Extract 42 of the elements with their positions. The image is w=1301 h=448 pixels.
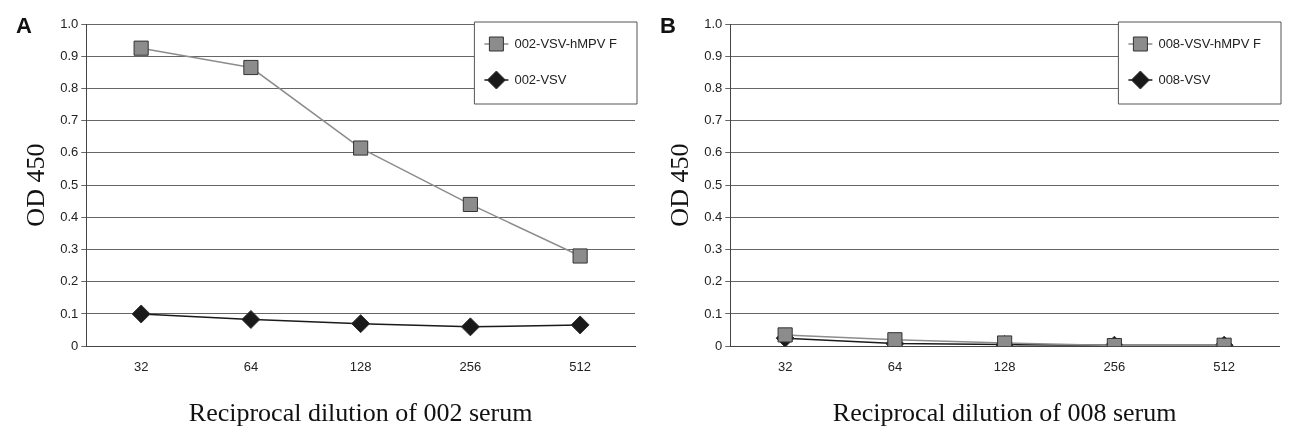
y-tick-label: 0.7 xyxy=(704,112,723,128)
y-tick-label: 0.8 xyxy=(704,80,723,96)
x-tick-label: 256 xyxy=(459,358,482,374)
y-tick-label: 0.6 xyxy=(704,144,723,160)
x-tick-label: 128 xyxy=(349,358,372,374)
y-axis-title: OD 450 xyxy=(21,143,51,227)
y-tick-label: 0.9 xyxy=(60,47,79,63)
y-tick-label: 1.0 xyxy=(60,15,79,31)
x-tick-label: 256 xyxy=(1103,358,1126,374)
x-tick-label: 64 xyxy=(887,358,903,374)
x-axis-title: Reciprocal dilution of 008 serum xyxy=(832,398,1177,428)
x-tick-label: 512 xyxy=(1213,358,1235,374)
text: B xyxy=(660,13,676,39)
y-tick-label: 0.4 xyxy=(60,208,79,224)
y-tick-label: 0.7 xyxy=(60,112,79,128)
y-tick-label: 0.4 xyxy=(704,208,723,224)
y-tick-label: 0.8 xyxy=(60,80,79,96)
y-tick-label: 0.9 xyxy=(704,47,723,63)
x-tick-label: 128 xyxy=(993,358,1016,374)
y-tick-label: 0.1 xyxy=(60,305,79,321)
text: A xyxy=(16,13,32,39)
y-tick-label: 0.3 xyxy=(704,241,723,257)
y-tick-label: 1.0 xyxy=(704,15,723,31)
y-tick-label: 0.3 xyxy=(60,241,79,257)
y-tick-label: 0.6 xyxy=(60,144,79,160)
y-tick-label: 0 xyxy=(71,337,79,353)
legend-label: 008-VSV xyxy=(1158,71,1211,87)
legend-label: 002-VSV-hMPV F xyxy=(514,35,618,51)
legend-label: 002-VSV xyxy=(514,71,567,87)
y-tick-label: 0.2 xyxy=(60,273,79,289)
y-axis-title: OD 450 xyxy=(665,143,695,227)
x-tick-label: 64 xyxy=(243,358,259,374)
x-tick-label: 32 xyxy=(777,358,793,374)
legend-label: 008-VSV-hMPV F xyxy=(1158,35,1262,51)
y-tick-label: 0.5 xyxy=(60,176,79,192)
y-tick-label: 0 xyxy=(715,337,723,353)
y-tick-label: 0.1 xyxy=(704,305,723,321)
x-axis-title: Reciprocal dilution of 002 serum xyxy=(188,398,533,428)
y-tick-label: 0.5 xyxy=(704,176,723,192)
x-tick-label: 512 xyxy=(569,358,591,374)
x-tick-label: 32 xyxy=(133,358,149,374)
y-tick-label: 0.2 xyxy=(704,273,723,289)
